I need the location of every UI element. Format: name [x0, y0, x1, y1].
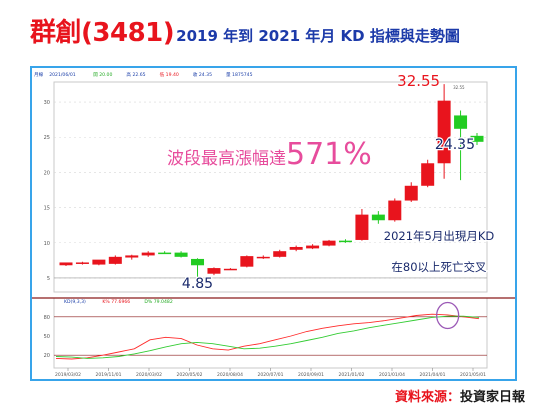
- source-label: 資料來源：: [394, 390, 460, 405]
- price-header-item: 2021/06/01: [49, 72, 76, 78]
- price-tick-label: 10: [44, 241, 50, 247]
- source-note: 資料來源：投資家日報: [395, 386, 525, 405]
- kd-tick-label: 50: [44, 334, 50, 340]
- price-header-item: 量 1875745: [226, 71, 253, 78]
- candle-body: [421, 163, 435, 186]
- kd-tick-label: 20: [44, 353, 50, 359]
- x-tick-label: 2021/01/02: [339, 372, 365, 378]
- x-tick-label: 2020/08/04: [217, 372, 243, 378]
- peak-price-small-label: 32.55: [453, 85, 465, 90]
- x-tick-label: 2020/07/01: [258, 372, 284, 378]
- candle-body: [338, 240, 352, 243]
- candle-body: [371, 214, 385, 221]
- x-tick-label: 2019/11/01: [96, 372, 122, 378]
- x-tick-label: 2021/01/04: [379, 372, 405, 378]
- source-name: 投資家日報: [459, 390, 525, 405]
- x-tick-label: 2019/03/02: [55, 372, 81, 378]
- k-line: [55, 313, 480, 360]
- x-tick-label: 2020/09/01: [298, 372, 324, 378]
- x-tick-label: 2020/03/02: [136, 372, 162, 378]
- candle-body: [240, 256, 254, 267]
- x-tick-label: 2021/05/01: [460, 372, 486, 378]
- candle-body: [75, 262, 89, 264]
- price-header-item: 月線: [34, 71, 44, 78]
- title-ticker: 群創(3481): [30, 18, 175, 48]
- price-header-item: 高 22.65: [126, 71, 145, 78]
- candle-body: [108, 256, 122, 264]
- x-tick-label: 2020/05/02: [177, 372, 203, 378]
- kd-header-item: D% 79.0482: [144, 299, 172, 305]
- last-price-label: 24.35: [435, 137, 475, 153]
- price-header-item: 低 19.40: [160, 71, 179, 78]
- candles-layer: [59, 84, 484, 279]
- gain-text: 波段最高漲幅達: [167, 149, 286, 169]
- kd-chart: 5 10 15 20 25 30 20 50 80 2019/03/02 2019/11/01 202…: [32, 71, 515, 378]
- kd-layer: [55, 301, 480, 360]
- kd-panel: [53, 297, 488, 369]
- annotation-layer: 32.55 32.55 24.35 4.85 波段最高漲幅達571% 2021年5月出現月…: [167, 72, 496, 293]
- price-tick-label: 30: [44, 100, 50, 106]
- candle-body: [59, 262, 73, 266]
- candle-body: [322, 240, 336, 246]
- candle-body: [355, 214, 369, 240]
- candle-body: [207, 268, 221, 274]
- price-tick-label: 25: [44, 135, 50, 141]
- candle-body: [437, 100, 451, 164]
- title-subtitle: 2019 年到 2021 年月 KD 指標與走勢圖: [176, 27, 460, 45]
- candle-body: [273, 251, 287, 257]
- price-header-item: 收 24.35: [193, 71, 212, 78]
- price-panel: [53, 81, 488, 293]
- kd-header-item: KD(9,3,3): [64, 299, 86, 305]
- d-line: [55, 315, 480, 359]
- grid-layer: 5 10 15 20 25 30 20 50 80 2019/03/02 2019/11/01 202…: [32, 81, 515, 378]
- candle-body: [191, 258, 205, 266]
- candle-body: [174, 252, 188, 257]
- peak-price-label: 32.55: [397, 72, 440, 90]
- candle-body: [256, 256, 270, 259]
- candle-body: [454, 115, 468, 129]
- low-price-label: 4.85: [182, 276, 213, 292]
- candle-body: [470, 135, 484, 142]
- candle-body: [141, 252, 155, 256]
- price-tick-label: 5: [47, 276, 50, 282]
- candle-body: [92, 259, 106, 265]
- candle-body: [404, 185, 418, 201]
- gain-annotation: 波段最高漲幅達571%: [167, 137, 372, 172]
- note-line-1: 2021年5月出現月KD: [384, 229, 495, 243]
- candle-body: [158, 252, 172, 255]
- note-line-2: 在80以上死亡交叉: [391, 260, 487, 274]
- candle-body: [306, 245, 320, 249]
- kd-header-item: K% 77.6966: [102, 299, 130, 305]
- kd-tick-label: 80: [44, 315, 50, 321]
- price-tick-label: 20: [44, 170, 50, 176]
- chart-title: 群創(3481) 2019 年到 2021 年月 KD 指標與走勢圖: [30, 12, 460, 49]
- death-cross-circle: [436, 301, 460, 330]
- chart-header-layer: 月線 2021/06/01 開 20.00 高 22.65 低 19.40 收 24.35…: [34, 71, 253, 305]
- x-tick-label: 2021/04/01: [420, 372, 446, 378]
- candle-body: [125, 255, 139, 258]
- candle-body: [388, 200, 402, 221]
- chart-frame: 5 10 15 20 25 30 20 50 80 2019/03/02 2019/11/01 202…: [30, 66, 517, 381]
- candle-body: [289, 246, 303, 250]
- price-header-item: 開 20.00: [93, 72, 112, 78]
- price-tick-label: 15: [44, 206, 50, 212]
- gain-percent: 571%: [286, 137, 372, 172]
- candle-body: [223, 268, 237, 271]
